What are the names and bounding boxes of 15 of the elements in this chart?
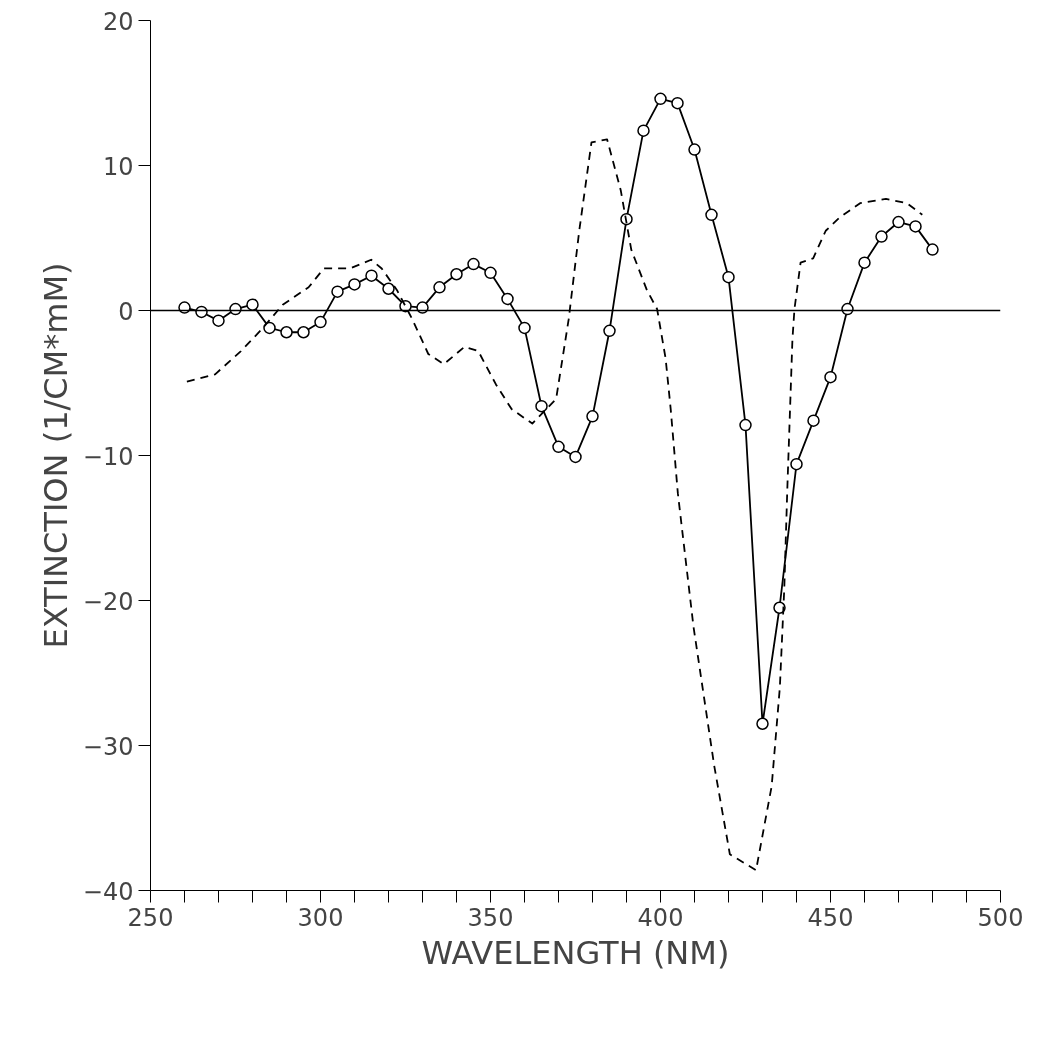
x-axis-title: WAVELENGTH (NM) [421,933,730,972]
y-tick-label: 10 [102,152,134,181]
y-tick-label: −20 [82,587,134,616]
x-tick-label: 350 [467,903,514,932]
y-axis-title: EXTINCTION (1/CM*mM) [36,262,75,649]
x-tick-label: 250 [127,903,174,932]
y-tick-label: −10 [82,442,134,471]
x-tick-label: 400 [637,903,684,932]
y-tick-label: 0 [118,297,134,326]
x-tick-label: 300 [297,903,344,932]
x-tick-label: 450 [807,903,854,932]
y-tick-label: −40 [82,877,134,906]
y-tick-label: 20 [102,7,134,36]
x-tick-label: 500 [977,903,1024,932]
y-tick-label: −30 [82,732,134,761]
